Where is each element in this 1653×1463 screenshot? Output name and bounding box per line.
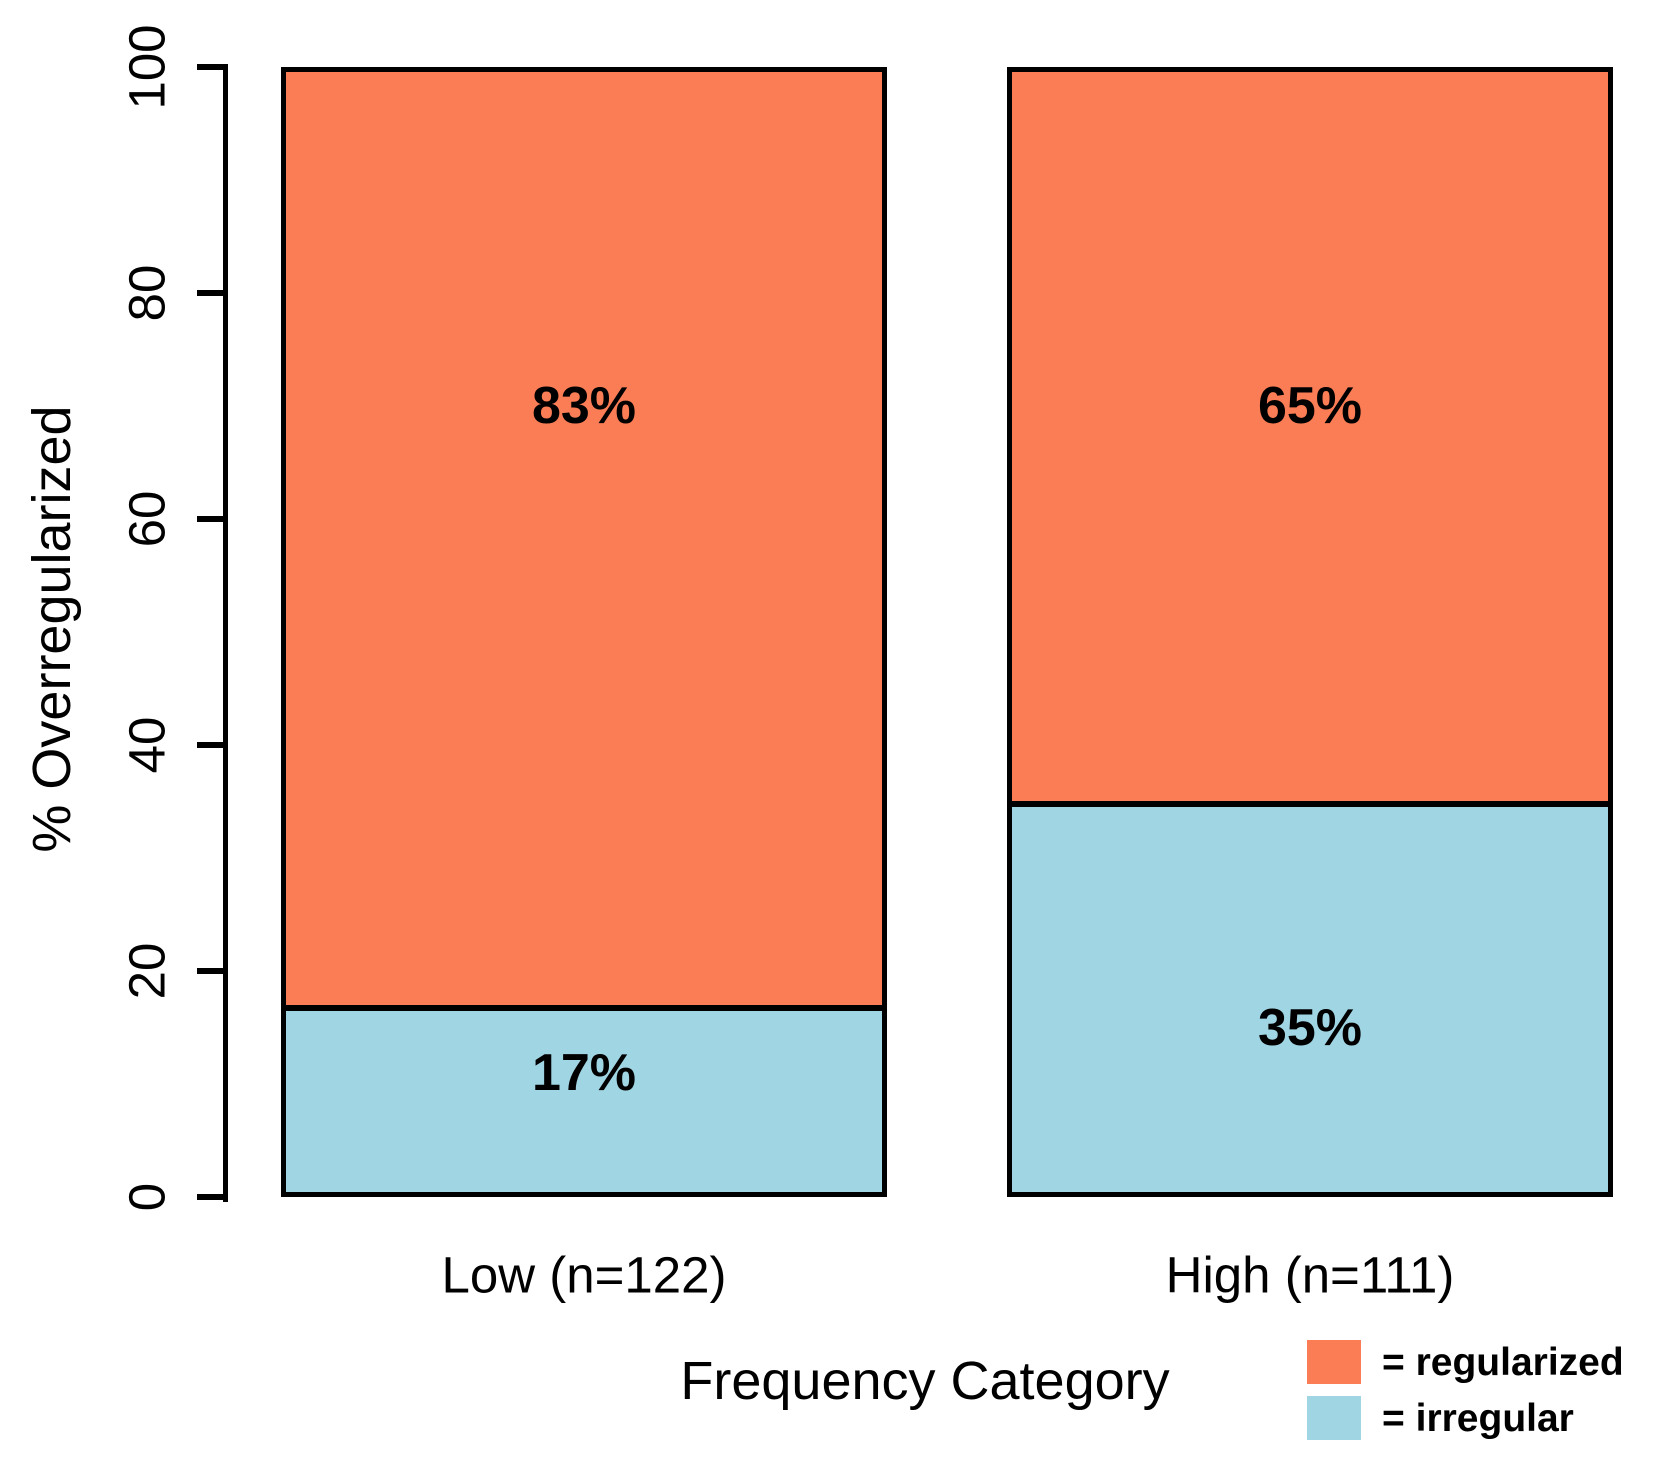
legend-label-regularized: = regularized [1382,1340,1624,1384]
bar-value-label: 17% [531,1043,637,1102]
x-axis-title: Frequency Category [680,1351,1170,1411]
legend-swatch-regularized-icon [1307,1340,1361,1384]
y-tick-label: 100 [118,24,176,110]
bar-value-label: 65% [1257,377,1363,435]
legend-item-regularized: = regularized [1307,1340,1624,1384]
bar-segment-irregular [286,1005,882,1192]
x-category-label: Low (n=122) [441,1246,727,1304]
y-axis-line [223,64,228,1202]
legend-swatch-irregular-icon [1307,1396,1361,1440]
y-tick-label: 0 [118,1182,176,1212]
y-tick-mark [197,64,224,70]
y-tick-mark [197,742,224,748]
legend-item-irregular: = irregular [1307,1396,1624,1440]
bar-high [1007,67,1613,1197]
x-category-label: High (n=111) [1165,1246,1455,1304]
y-tick-mark [197,290,224,296]
y-tick-label: 20 [118,942,176,1000]
bar-low [281,67,887,1197]
y-tick-mark [197,968,224,974]
bar-value-label: 35% [1257,998,1363,1057]
legend: = regularized = irregular [1307,1340,1624,1452]
y-tick-label: 60 [118,490,176,548]
legend-label-irregular: = irregular [1382,1396,1574,1440]
y-tick-label: 80 [118,264,176,322]
y-axis-title: % Overregularized [22,405,82,853]
y-tick-label: 40 [118,716,176,774]
bar-segment-irregular [1012,801,1608,1192]
y-tick-mark [197,1194,224,1200]
y-tick-mark [197,516,224,522]
bar-value-label: 83% [531,377,637,435]
